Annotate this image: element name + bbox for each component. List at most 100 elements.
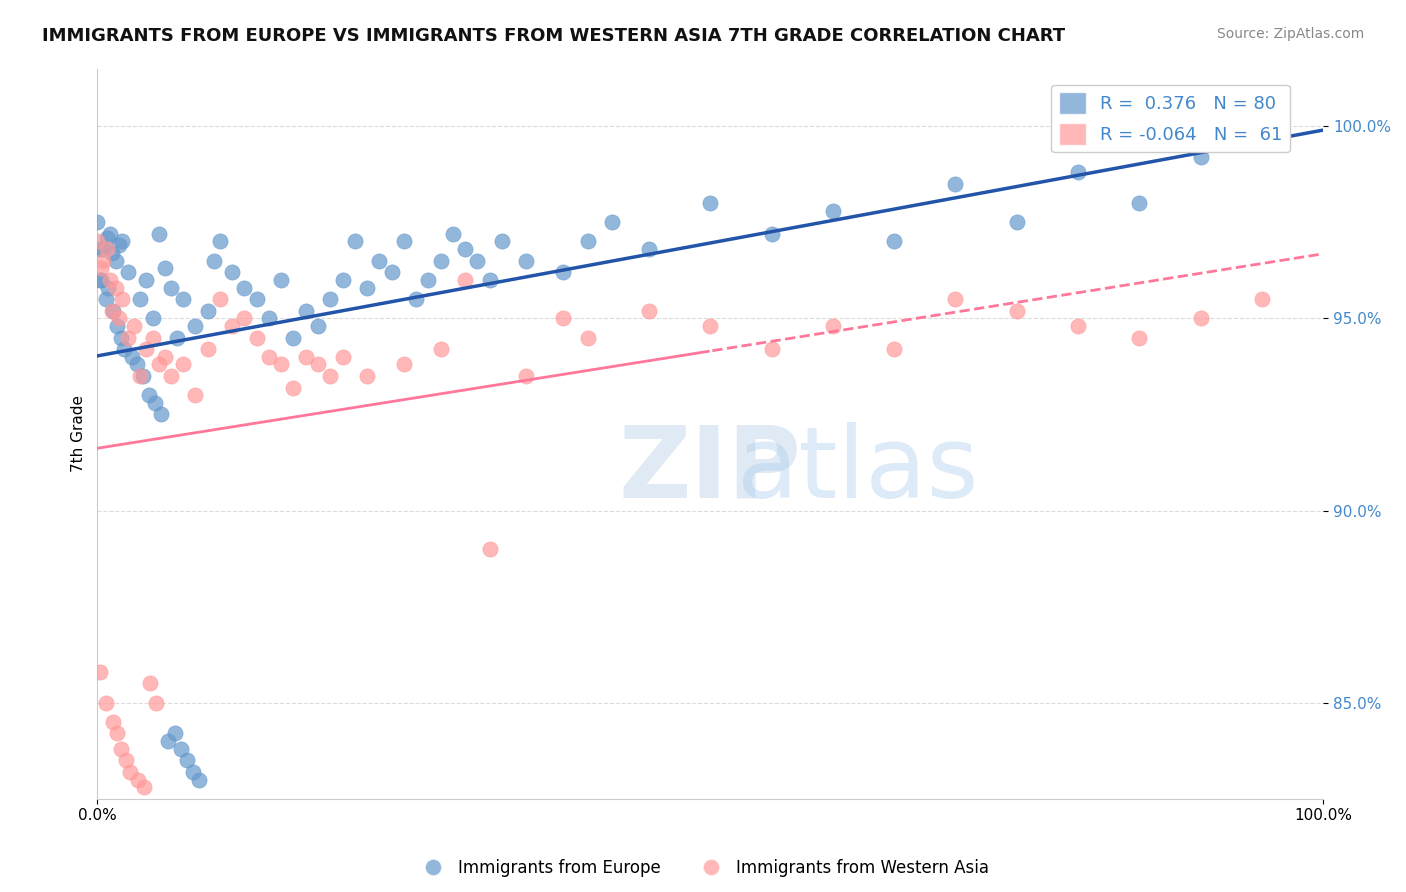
Point [491,235,513,249]
Point [356,369,378,384]
Point [96,242,118,256]
Point [600,215,623,229]
Point [111,235,134,249]
Point [1251,127,1274,141]
Point [221,318,243,333]
Point [166,330,188,344]
Point [87,242,110,256]
Point [761,227,783,241]
Y-axis label: 7th Grade: 7th Grade [72,395,86,472]
Point [1067,165,1090,179]
Point [392,235,415,249]
Point [208,292,231,306]
Legend: Immigrants from Europe, Immigrants from Western Asia: Immigrants from Europe, Immigrants from … [411,853,995,884]
Point [319,369,342,384]
Point [307,358,329,372]
Point [93,242,115,256]
Point [94,696,117,710]
Point [294,350,316,364]
Point [270,273,292,287]
Point [515,253,537,268]
Point [108,238,131,252]
Point [98,273,121,287]
Text: Source: ZipAtlas.com: Source: ZipAtlas.com [1216,27,1364,41]
Point [89,273,111,287]
Point [138,388,160,402]
Point [120,764,142,779]
Point [392,358,415,372]
Point [114,753,136,767]
Point [1128,196,1150,211]
Point [157,734,180,748]
Point [112,342,135,356]
Point [1005,215,1028,229]
Point [172,292,194,306]
Point [1189,150,1212,164]
Point [319,292,342,306]
Point [515,369,537,384]
Point [105,726,128,740]
Point [405,292,427,306]
Point [197,303,219,318]
Point [553,311,575,326]
Point [883,342,905,356]
Point [418,273,440,287]
Point [699,318,721,333]
Point [761,342,783,356]
Point [141,330,163,344]
Legend: R =  0.376   N = 80, R = -0.064   N =  61: R = 0.376 N = 80, R = -0.064 N = 61 [1052,85,1289,153]
Point [110,741,132,756]
Point [97,280,120,294]
Point [181,764,204,779]
Point [208,235,231,249]
Point [1251,292,1274,306]
Text: atlas: atlas [737,422,979,518]
Point [86,215,108,229]
Point [356,280,378,294]
Text: IMMIGRANTS FROM EUROPE VS IMMIGRANTS FROM WESTERN ASIA 7TH GRADE CORRELATION CHA: IMMIGRANTS FROM EUROPE VS IMMIGRANTS FRO… [42,27,1066,45]
Point [90,273,112,287]
Point [139,676,162,690]
Point [94,292,117,306]
Point [132,780,155,795]
Point [368,253,391,268]
Point [1189,311,1212,326]
Point [86,235,108,249]
Point [307,318,329,333]
Point [104,253,127,268]
Point [257,311,280,326]
Point [294,303,316,318]
Point [122,318,145,333]
Point [153,350,176,364]
Point [202,253,225,268]
Point [160,280,183,294]
Point [576,330,599,344]
Point [343,235,366,249]
Point [945,292,967,306]
Point [89,665,111,679]
Point [135,273,157,287]
Point [98,227,121,241]
Point [110,330,132,344]
Point [176,753,198,767]
Point [111,292,134,306]
Point [101,246,124,260]
Point [127,772,149,787]
Point [478,273,501,287]
Point [638,242,661,256]
Point [170,741,193,756]
Point [283,380,305,394]
Point [160,369,183,384]
Point [429,253,451,268]
Point [150,408,173,422]
Point [429,342,451,356]
Point [117,265,139,279]
Text: ZIP: ZIP [619,422,801,518]
Point [172,358,194,372]
Point [188,772,211,787]
Point [145,696,167,710]
Point [257,350,280,364]
Point [821,318,844,333]
Point [441,227,464,241]
Point [135,342,157,356]
